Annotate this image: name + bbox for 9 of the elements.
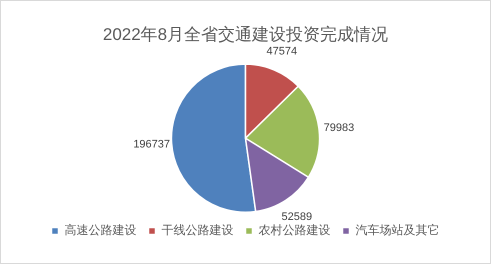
data-label: 47574 (266, 45, 298, 58)
data-label: 52589 (281, 211, 312, 224)
data-label: 79983 (324, 122, 354, 134)
legend-label: 农村公路建设 (258, 223, 330, 238)
legend-label: 汽车场站及其它 (356, 223, 440, 238)
legend-label: 干线公路建设 (162, 223, 234, 238)
legend-label: 高速公路建设 (64, 223, 136, 238)
data-label: 196737 (133, 138, 170, 151)
chart-title: 2022年8月全省交通建设投资完成情况 (102, 24, 388, 44)
